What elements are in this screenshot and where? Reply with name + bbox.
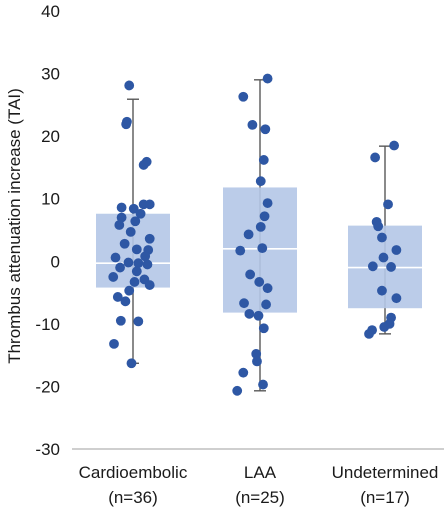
data-point <box>131 244 142 255</box>
data-point <box>235 245 246 256</box>
data-point <box>129 277 140 287</box>
data-point <box>257 243 268 254</box>
data-point <box>144 280 155 290</box>
data-point <box>254 277 265 287</box>
data-point <box>140 251 151 262</box>
data-point <box>108 272 119 282</box>
data-point <box>243 229 254 240</box>
data-point <box>262 283 273 294</box>
data-point <box>383 199 393 210</box>
data-point <box>125 226 136 237</box>
data-point <box>115 315 126 326</box>
category-label: Undetermined <box>332 463 439 482</box>
data-point <box>123 257 134 268</box>
data-point <box>258 155 269 165</box>
y-tick-label: 30 <box>41 65 60 84</box>
data-point <box>244 308 255 319</box>
y-axis-title-group: Thrombus attenuation increase (TAI) <box>5 88 24 364</box>
data-point <box>130 216 141 227</box>
data-point <box>116 202 127 213</box>
data-point <box>377 232 387 243</box>
y-axis-ticks: 40 30 20 10 0 -10 -20 -30 <box>35 2 60 459</box>
data-point <box>261 299 271 310</box>
y-tick-label: 0 <box>51 252 60 271</box>
y-tick-label: -20 <box>35 377 60 396</box>
data-point <box>255 176 266 187</box>
data-point <box>239 298 249 309</box>
box-group-laa <box>223 73 297 396</box>
category-count-label: (n=17) <box>360 488 410 507</box>
data-point <box>238 91 249 102</box>
data-point <box>120 296 131 307</box>
data-point <box>142 259 153 270</box>
data-point <box>377 285 387 296</box>
box-group-undetermined <box>348 140 422 339</box>
data-point <box>109 338 119 349</box>
data-point <box>112 292 123 302</box>
data-point <box>131 266 142 277</box>
data-point <box>116 212 127 223</box>
data-point <box>389 140 400 151</box>
data-point <box>138 160 149 170</box>
category-count-label: (n=36) <box>108 488 158 507</box>
data-point <box>260 124 271 135</box>
data-point <box>386 262 396 272</box>
data-point <box>124 285 135 296</box>
data-point <box>378 252 389 263</box>
y-tick-label: -10 <box>35 315 60 334</box>
data-point <box>128 203 139 214</box>
category-label: Cardioembolic <box>79 463 188 482</box>
data-point <box>391 293 402 304</box>
data-point <box>133 316 144 327</box>
data-point <box>367 261 378 272</box>
data-point <box>121 119 132 130</box>
data-point <box>251 348 262 359</box>
data-point <box>135 208 146 219</box>
data-point <box>259 211 270 222</box>
y-axis-title: Thrombus attenuation increase (TAI) <box>5 88 24 364</box>
data-point <box>238 367 249 378</box>
data-point <box>373 221 384 232</box>
data-point <box>379 322 390 332</box>
y-tick-label: -30 <box>35 440 60 459</box>
data-point <box>253 310 264 321</box>
data-point <box>144 199 155 210</box>
category-label: LAA <box>244 463 277 482</box>
y-tick-label: 20 <box>41 127 60 146</box>
category-labels: Cardioembolic (n=36) LAA (n=25) Undetermined… <box>79 463 439 507</box>
data-point <box>364 328 374 339</box>
data-point <box>262 73 273 84</box>
data-point <box>370 152 381 163</box>
data-point <box>247 119 258 130</box>
data-point <box>245 269 256 280</box>
data-point <box>255 221 266 232</box>
data-point <box>232 385 243 396</box>
data-point <box>262 198 273 208</box>
data-point <box>258 379 268 390</box>
data-point <box>126 358 137 369</box>
data-point <box>124 80 135 91</box>
data-point <box>144 233 155 244</box>
data-point <box>119 238 130 249</box>
data-point <box>258 323 269 334</box>
y-tick-label: 10 <box>41 190 60 209</box>
data-point <box>110 252 121 263</box>
y-tick-label: 40 <box>41 2 60 21</box>
box-group-cardioembolic <box>96 80 170 369</box>
data-point <box>133 258 144 269</box>
data-point <box>391 245 402 255</box>
data-point <box>115 262 125 273</box>
category-count-label: (n=25) <box>235 488 285 507</box>
data-point <box>114 220 125 230</box>
data-point <box>252 356 262 367</box>
box-groups <box>96 73 422 396</box>
